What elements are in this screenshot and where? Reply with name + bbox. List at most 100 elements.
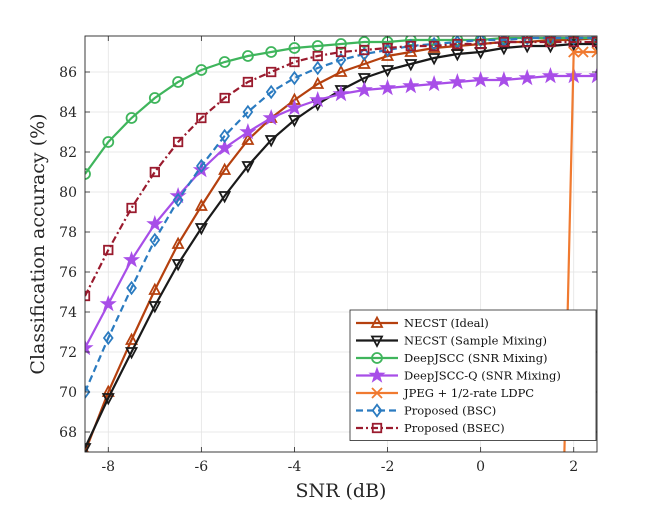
- data-point: [402, 77, 420, 94]
- legend-label: JPEG + 1/2-rate LDPC: [403, 386, 534, 400]
- grid: [85, 36, 597, 452]
- data-point: [194, 223, 208, 236]
- legend-entry: Proposed (BSEC): [356, 421, 505, 435]
- data-point: [148, 92, 161, 104]
- series-4: [563, 46, 597, 452]
- data-point: [148, 282, 162, 295]
- data-point: [195, 64, 208, 76]
- data-point: [452, 38, 463, 50]
- y-tick-label: 74: [59, 305, 77, 321]
- data-point: [195, 158, 207, 174]
- data-point: [335, 38, 347, 50]
- x-tick-label: -8: [101, 459, 115, 475]
- data-point: [287, 115, 301, 128]
- data-point: [242, 104, 254, 120]
- y-tick-label: 76: [59, 265, 77, 281]
- y-axis-label: Classification accuracy (%): [27, 113, 49, 374]
- data-point: [148, 301, 162, 314]
- data-point: [85, 444, 89, 452]
- x-tick-label: -4: [288, 459, 302, 475]
- data-point: [99, 295, 117, 312]
- data-point: [309, 91, 327, 108]
- series-line: [85, 40, 597, 297]
- data-point: [242, 50, 254, 62]
- data-point: [218, 56, 231, 68]
- data-point: [497, 43, 511, 56]
- data-point: [522, 36, 533, 48]
- data-point: [149, 232, 161, 248]
- data-point: [371, 387, 383, 399]
- data-point: [219, 92, 230, 104]
- data-point: [85, 443, 92, 452]
- data-point: [171, 259, 185, 272]
- y-tick-label: 68: [59, 425, 77, 441]
- axes-box: [84, 35, 598, 453]
- x-tick-label: -6: [195, 459, 209, 475]
- data-point: [591, 46, 597, 58]
- data-point: [103, 244, 114, 256]
- data-point: [265, 46, 278, 58]
- data-point: [368, 366, 386, 383]
- data-point: [239, 123, 257, 140]
- x-axis-label: SNR (dB): [296, 480, 387, 502]
- data-point: [335, 52, 347, 68]
- data-point: [332, 85, 350, 102]
- data-point: [126, 280, 137, 296]
- data-point: [312, 60, 324, 76]
- data-point: [545, 36, 556, 48]
- data-point: [472, 71, 490, 88]
- data-point: [216, 139, 234, 156]
- data-point: [448, 73, 466, 90]
- data-point: [381, 48, 395, 61]
- data-point: [171, 236, 185, 249]
- data-point: [450, 49, 464, 62]
- data-point: [475, 36, 487, 48]
- data-point: [425, 75, 443, 92]
- y-tick-label: 84: [59, 105, 77, 121]
- data-point: [371, 352, 383, 364]
- legend-label: DeepJSCC-Q (SNR Mixing): [404, 369, 561, 383]
- legend-label: DeepJSCC (SNR Mixing): [404, 351, 548, 365]
- data-point: [122, 251, 141, 268]
- y-tick-label: 86: [59, 65, 77, 81]
- legend-label: NECST (Sample Mixing): [404, 334, 547, 348]
- data-point: [518, 69, 536, 86]
- data-point: [427, 53, 441, 66]
- legend-entry: JPEG + 1/2-rate LDPC: [356, 386, 534, 400]
- x-tick-label: -2: [381, 459, 395, 475]
- legend-entry: NECST (Sample Mixing): [356, 334, 547, 348]
- legend-label: Proposed (BSEC): [404, 421, 505, 435]
- series-6: [85, 36, 597, 302]
- data-point: [335, 46, 347, 58]
- data-point: [370, 315, 384, 328]
- x-tick-label: 2: [569, 459, 578, 475]
- data-point: [125, 112, 138, 124]
- data-point: [371, 403, 383, 418]
- y-tick-label: 80: [59, 185, 77, 201]
- series-line: [85, 36, 597, 175]
- data-point: [591, 36, 597, 48]
- data-point: [172, 192, 184, 208]
- y-tick-label: 78: [59, 225, 77, 241]
- series-line: [85, 36, 597, 393]
- y-tick-label: 70: [59, 385, 77, 401]
- data-point: [498, 36, 510, 48]
- ticks: -8 -6 -4 -2 0 2 68 70 72 74 76 78 80 82 84 86: [59, 36, 597, 475]
- data-point: [382, 42, 393, 54]
- data-point: [428, 40, 440, 52]
- legend-label: Proposed (BSC): [404, 404, 496, 418]
- legend: NECST (Ideal) NECST (Sample Mixing) DeepJS…: [349, 309, 597, 441]
- data-point: [405, 40, 416, 52]
- data-point: [288, 42, 301, 54]
- data-point: [405, 38, 417, 54]
- data-point: [285, 99, 304, 116]
- data-point: [218, 191, 232, 204]
- series-3: [85, 67, 597, 356]
- data-point: [355, 81, 373, 98]
- data-point: [541, 67, 560, 84]
- data-point: [196, 112, 207, 124]
- data-point: [266, 66, 277, 78]
- data-point: [85, 168, 91, 180]
- data-point: [404, 44, 418, 57]
